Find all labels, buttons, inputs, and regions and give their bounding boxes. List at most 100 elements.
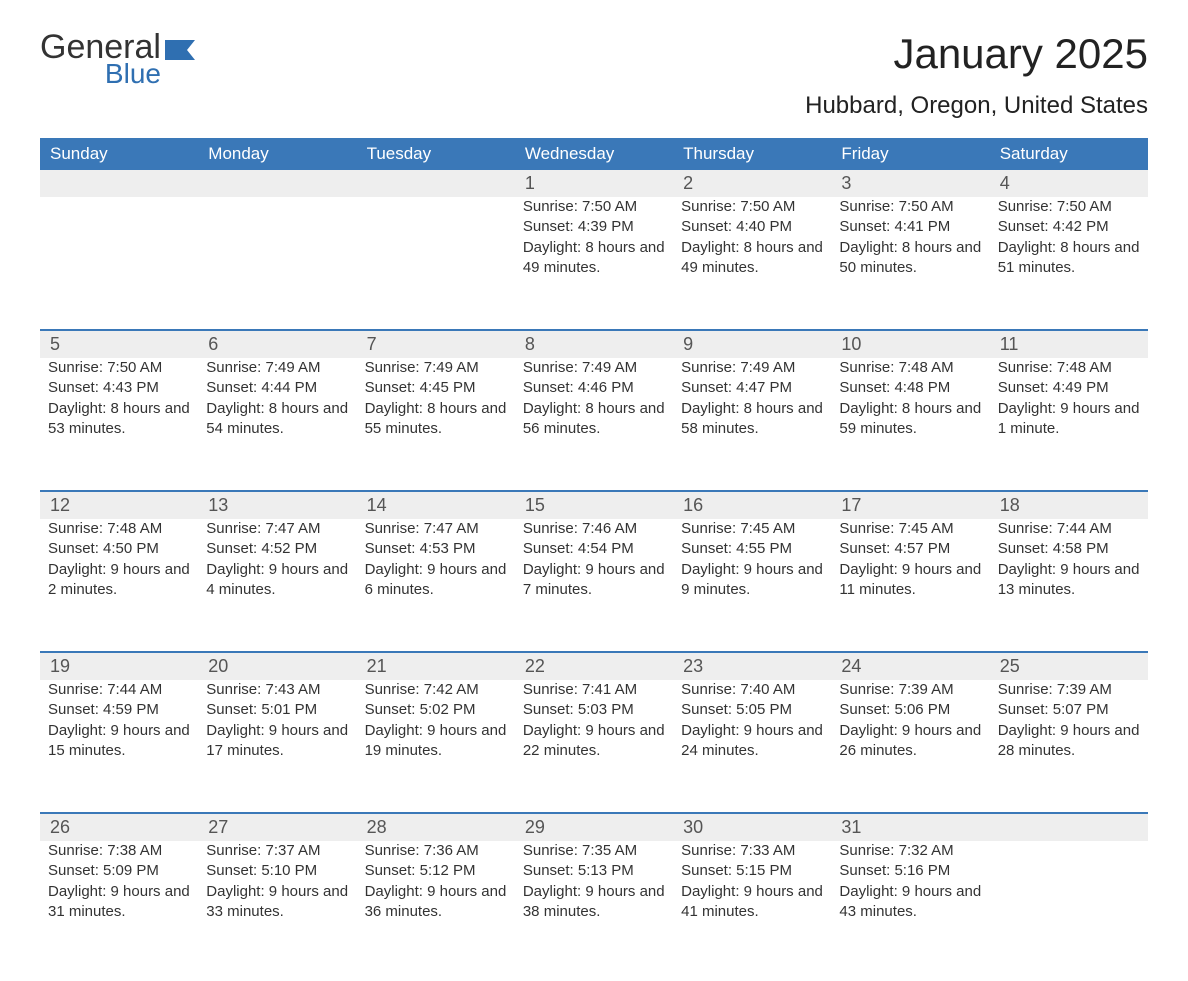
day-cell: Sunrise: 7:50 AMSunset: 4:43 PMDaylight:… bbox=[40, 358, 198, 468]
day-detail: Sunrise: 7:49 AMSunset: 4:47 PMDaylight:… bbox=[681, 358, 823, 439]
day-cell bbox=[990, 841, 1148, 951]
day-number-row: 1234 bbox=[40, 170, 1148, 197]
day-detail: Sunrise: 7:39 AMSunset: 5:07 PMDaylight:… bbox=[998, 680, 1140, 761]
sunset-text: Sunset: 4:47 PM bbox=[681, 378, 823, 398]
day-number: 20 bbox=[198, 653, 356, 680]
day-number: 26 bbox=[40, 814, 198, 841]
sunset-text: Sunset: 5:03 PM bbox=[523, 700, 665, 720]
week-block: 1234Sunrise: 7:50 AMSunset: 4:39 PMDayli… bbox=[40, 170, 1148, 307]
sunset-text: Sunset: 4:58 PM bbox=[998, 539, 1140, 559]
sunrise-text: Sunrise: 7:35 AM bbox=[523, 841, 665, 861]
day-number bbox=[990, 814, 1148, 841]
sunrise-text: Sunrise: 7:40 AM bbox=[681, 680, 823, 700]
day-number bbox=[40, 170, 198, 197]
week-block: 262728293031 Sunrise: 7:38 AMSunset: 5:0… bbox=[40, 812, 1148, 951]
day-number: 16 bbox=[673, 492, 831, 519]
day-detail: Sunrise: 7:44 AMSunset: 4:58 PMDaylight:… bbox=[998, 519, 1140, 600]
sunset-text: Sunset: 4:49 PM bbox=[998, 378, 1140, 398]
day-detail: Sunrise: 7:49 AMSunset: 4:45 PMDaylight:… bbox=[365, 358, 507, 439]
day-number: 6 bbox=[198, 331, 356, 358]
sunrise-text: Sunrise: 7:47 AM bbox=[206, 519, 348, 539]
day-detail: Sunrise: 7:35 AMSunset: 5:13 PMDaylight:… bbox=[523, 841, 665, 922]
day-cell: Sunrise: 7:41 AMSunset: 5:03 PMDaylight:… bbox=[515, 680, 673, 790]
week-block: 567891011Sunrise: 7:50 AMSunset: 4:43 PM… bbox=[40, 329, 1148, 468]
day-number: 19 bbox=[40, 653, 198, 680]
day-number: 29 bbox=[515, 814, 673, 841]
daylight-text: Daylight: 8 hours and 49 minutes. bbox=[523, 238, 665, 279]
sunrise-text: Sunrise: 7:49 AM bbox=[365, 358, 507, 378]
day-body-row: Sunrise: 7:44 AMSunset: 4:59 PMDaylight:… bbox=[40, 680, 1148, 790]
day-number: 2 bbox=[673, 170, 831, 197]
daylight-text: Daylight: 8 hours and 58 minutes. bbox=[681, 399, 823, 440]
daylight-text: Daylight: 9 hours and 6 minutes. bbox=[365, 560, 507, 601]
day-number: 14 bbox=[357, 492, 515, 519]
sunset-text: Sunset: 5:12 PM bbox=[365, 861, 507, 881]
daylight-text: Daylight: 9 hours and 13 minutes. bbox=[998, 560, 1140, 601]
sunrise-text: Sunrise: 7:36 AM bbox=[365, 841, 507, 861]
day-detail: Sunrise: 7:37 AMSunset: 5:10 PMDaylight:… bbox=[206, 841, 348, 922]
sunset-text: Sunset: 4:48 PM bbox=[839, 378, 981, 398]
day-number-row: 12131415161718 bbox=[40, 492, 1148, 519]
header: General Blue January 2025 Hubbard, Orego… bbox=[40, 30, 1148, 120]
sunset-text: Sunset: 5:02 PM bbox=[365, 700, 507, 720]
daylight-text: Daylight: 9 hours and 11 minutes. bbox=[839, 560, 981, 601]
day-cell: Sunrise: 7:50 AMSunset: 4:42 PMDaylight:… bbox=[990, 197, 1148, 307]
week-block: 19202122232425Sunrise: 7:44 AMSunset: 4:… bbox=[40, 651, 1148, 790]
day-number: 25 bbox=[990, 653, 1148, 680]
day-number: 23 bbox=[673, 653, 831, 680]
daylight-text: Daylight: 8 hours and 51 minutes. bbox=[998, 238, 1140, 279]
day-number: 17 bbox=[831, 492, 989, 519]
daylight-text: Daylight: 9 hours and 17 minutes. bbox=[206, 721, 348, 762]
daylight-text: Daylight: 9 hours and 7 minutes. bbox=[523, 560, 665, 601]
day-cell: Sunrise: 7:48 AMSunset: 4:50 PMDaylight:… bbox=[40, 519, 198, 629]
daylight-text: Daylight: 8 hours and 50 minutes. bbox=[839, 238, 981, 279]
sunrise-text: Sunrise: 7:44 AM bbox=[48, 680, 190, 700]
day-cell bbox=[357, 197, 515, 307]
daylight-text: Daylight: 9 hours and 4 minutes. bbox=[206, 560, 348, 601]
sunset-text: Sunset: 4:55 PM bbox=[681, 539, 823, 559]
day-detail: Sunrise: 7:44 AMSunset: 4:59 PMDaylight:… bbox=[48, 680, 190, 761]
daylight-text: Daylight: 9 hours and 31 minutes. bbox=[48, 882, 190, 923]
sunset-text: Sunset: 4:44 PM bbox=[206, 378, 348, 398]
day-detail: Sunrise: 7:32 AMSunset: 5:16 PMDaylight:… bbox=[839, 841, 981, 922]
day-detail: Sunrise: 7:47 AMSunset: 4:52 PMDaylight:… bbox=[206, 519, 348, 600]
location-text: Hubbard, Oregon, United States bbox=[805, 92, 1148, 120]
sunrise-text: Sunrise: 7:43 AM bbox=[206, 680, 348, 700]
day-detail: Sunrise: 7:36 AMSunset: 5:12 PMDaylight:… bbox=[365, 841, 507, 922]
day-number: 12 bbox=[40, 492, 198, 519]
sunrise-text: Sunrise: 7:50 AM bbox=[998, 197, 1140, 217]
day-number: 24 bbox=[831, 653, 989, 680]
weeks-container: 1234Sunrise: 7:50 AMSunset: 4:39 PMDayli… bbox=[40, 170, 1148, 951]
day-detail: Sunrise: 7:50 AMSunset: 4:43 PMDaylight:… bbox=[48, 358, 190, 439]
daylight-text: Daylight: 8 hours and 56 minutes. bbox=[523, 399, 665, 440]
day-cell: Sunrise: 7:38 AMSunset: 5:09 PMDaylight:… bbox=[40, 841, 198, 951]
sunset-text: Sunset: 5:10 PM bbox=[206, 861, 348, 881]
sunrise-text: Sunrise: 7:39 AM bbox=[839, 680, 981, 700]
day-cell: Sunrise: 7:49 AMSunset: 4:47 PMDaylight:… bbox=[673, 358, 831, 468]
daylight-text: Daylight: 8 hours and 54 minutes. bbox=[206, 399, 348, 440]
weekday-header: Tuesday bbox=[357, 138, 515, 170]
day-number-row: 262728293031 bbox=[40, 814, 1148, 841]
day-number: 3 bbox=[831, 170, 989, 197]
week-block: 12131415161718Sunrise: 7:48 AMSunset: 4:… bbox=[40, 490, 1148, 629]
sunset-text: Sunset: 4:57 PM bbox=[839, 539, 981, 559]
sunset-text: Sunset: 5:01 PM bbox=[206, 700, 348, 720]
day-detail: Sunrise: 7:48 AMSunset: 4:49 PMDaylight:… bbox=[998, 358, 1140, 439]
daylight-text: Daylight: 8 hours and 59 minutes. bbox=[839, 399, 981, 440]
sunrise-text: Sunrise: 7:39 AM bbox=[998, 680, 1140, 700]
day-detail: Sunrise: 7:48 AMSunset: 4:48 PMDaylight:… bbox=[839, 358, 981, 439]
daylight-text: Daylight: 9 hours and 24 minutes. bbox=[681, 721, 823, 762]
day-cell: Sunrise: 7:49 AMSunset: 4:45 PMDaylight:… bbox=[357, 358, 515, 468]
day-number-row: 567891011 bbox=[40, 331, 1148, 358]
sunset-text: Sunset: 4:50 PM bbox=[48, 539, 190, 559]
daylight-text: Daylight: 9 hours and 36 minutes. bbox=[365, 882, 507, 923]
sunset-text: Sunset: 4:39 PM bbox=[523, 217, 665, 237]
title-block: January 2025 Hubbard, Oregon, United Sta… bbox=[805, 30, 1148, 120]
weekday-header-row: SundayMondayTuesdayWednesdayThursdayFrid… bbox=[40, 138, 1148, 170]
day-cell: Sunrise: 7:37 AMSunset: 5:10 PMDaylight:… bbox=[198, 841, 356, 951]
day-body-row: Sunrise: 7:48 AMSunset: 4:50 PMDaylight:… bbox=[40, 519, 1148, 629]
day-number: 28 bbox=[357, 814, 515, 841]
daylight-text: Daylight: 8 hours and 49 minutes. bbox=[681, 238, 823, 279]
day-cell: Sunrise: 7:44 AMSunset: 4:59 PMDaylight:… bbox=[40, 680, 198, 790]
sunset-text: Sunset: 5:15 PM bbox=[681, 861, 823, 881]
